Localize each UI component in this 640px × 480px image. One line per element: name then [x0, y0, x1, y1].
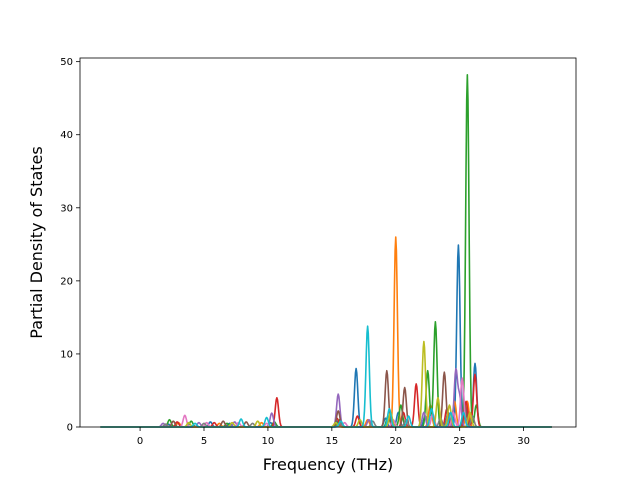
y-axis-label: Partial Density of States: [27, 146, 46, 338]
y-tick-label: 50: [60, 57, 73, 68]
series-line-2: [100, 236, 552, 428]
y-tick-label: 10: [60, 349, 73, 360]
series-line-6: [100, 369, 552, 428]
series-line-7: [100, 377, 552, 428]
x-tick-label: 10: [262, 436, 275, 447]
x-tick-label: 5: [201, 436, 207, 447]
x-tick-label: 25: [453, 436, 466, 447]
series-line-10: [100, 325, 552, 428]
x-tick-label: 15: [325, 436, 338, 447]
plot-frame: [79, 57, 577, 428]
x-tick-label: 30: [517, 436, 530, 447]
x-axis: 0 5 10 15 20 25 30: [137, 427, 530, 447]
series-line-1: [100, 244, 552, 428]
y-axis: 0 10 20 30 40 50: [60, 57, 80, 434]
y-tick-label: 20: [60, 276, 73, 287]
series-layer: [100, 74, 552, 428]
x-tick-label: 0: [137, 436, 143, 447]
x-axis-label: Frequency (THz): [263, 455, 393, 474]
x-tick-label: 20: [389, 436, 402, 447]
series-line-5: [100, 367, 552, 428]
y-tick-label: 0: [67, 423, 73, 434]
series-line-3: [100, 74, 552, 428]
y-tick-label: 40: [60, 130, 73, 141]
y-tick-label: 30: [60, 203, 73, 214]
series-line-4: [100, 373, 552, 428]
series-line-9: [100, 340, 552, 428]
